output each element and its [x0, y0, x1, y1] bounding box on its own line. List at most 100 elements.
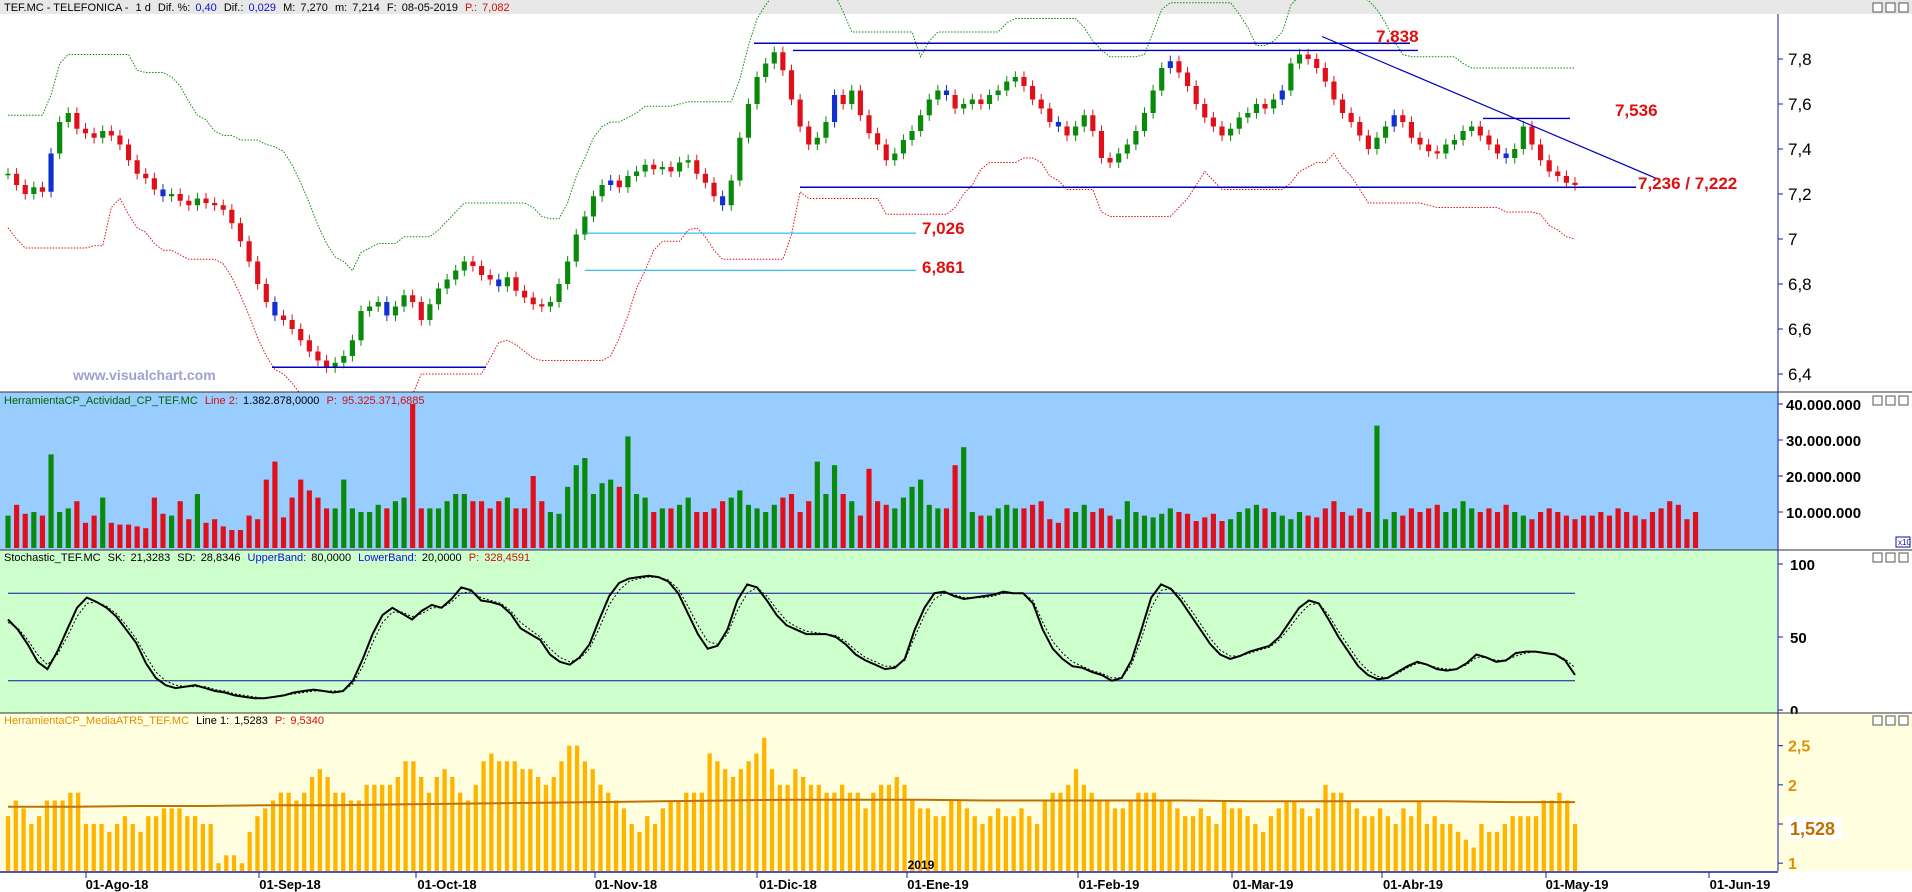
window-controls-volume[interactable]: [1872, 395, 1909, 406]
volume-bar: [616, 486, 622, 548]
candle-body: [1374, 137, 1380, 149]
close-icon[interactable]: [1898, 395, 1909, 406]
candle-body: [1382, 126, 1389, 138]
atr-bar: [1307, 816, 1313, 871]
close-icon[interactable]: [1898, 552, 1909, 563]
window-controls-price[interactable]: [1872, 2, 1909, 13]
candle-body: [694, 160, 700, 174]
candle-body: [169, 194, 175, 197]
volume-bar: [952, 465, 958, 548]
volume-bar: [702, 512, 708, 548]
atr-tick-label: 2,5: [1788, 739, 1810, 756]
annotation-label: 7,536: [1615, 101, 1658, 120]
candle-body: [82, 128, 89, 134]
maximize-icon[interactable]: [1885, 552, 1896, 563]
atr-bar: [1518, 816, 1523, 871]
atr-bar: [1323, 784, 1328, 871]
minimize-icon[interactable]: [1872, 395, 1883, 406]
maximize-icon[interactable]: [1885, 395, 1896, 406]
candle-body: [177, 194, 183, 201]
minimize-icon[interactable]: [1872, 552, 1883, 563]
atr-last-value: 1,528: [1790, 819, 1835, 839]
maximize-icon[interactable]: [1885, 2, 1896, 13]
price-plot: [5, 0, 1578, 422]
candle-body: [108, 131, 114, 136]
candle-body: [995, 90, 1001, 95]
atr-plot: [5, 737, 1578, 871]
volume-bar: [1055, 522, 1061, 548]
atr-bar: [1526, 816, 1531, 871]
candle-body: [788, 70, 795, 100]
atr-bar: [1089, 792, 1094, 871]
maximize-icon[interactable]: [1885, 715, 1896, 726]
atr-bar: [933, 816, 938, 871]
atr-bar: [434, 777, 439, 871]
stoch-tick-label: 50: [1790, 630, 1807, 647]
price-tick-label: 6,8: [1788, 275, 1812, 294]
candle-body: [952, 95, 958, 109]
candle-body: [186, 200, 192, 206]
candle-body: [1572, 182, 1578, 185]
volume-bar: [788, 494, 795, 548]
candle-body: [1219, 126, 1225, 136]
atr-bar: [130, 824, 135, 871]
atr-bar: [216, 863, 221, 871]
volume-bar: [547, 512, 554, 548]
candle-body: [659, 167, 665, 170]
x-axis: 01-Ago-18 01-Sep-18 01-Oct-18 01-Nov-18 01-D…: [0, 858, 1912, 892]
atr-bar: [380, 784, 385, 871]
atr-bar: [68, 792, 73, 871]
candle-body: [737, 137, 743, 181]
candle-body: [590, 196, 597, 217]
candle-body: [1555, 171, 1561, 176]
atr-bar: [1393, 824, 1398, 871]
minimize-icon[interactable]: [1872, 2, 1883, 13]
volume-bar: [306, 490, 312, 548]
atr-bar: [1315, 808, 1320, 871]
volume-bar: [246, 515, 252, 548]
candle-body: [1038, 99, 1044, 109]
atr-bar: [730, 777, 736, 871]
volume-bar: [900, 497, 907, 548]
minimize-icon[interactable]: [1872, 715, 1883, 726]
candle-body: [496, 279, 502, 287]
atr-bar: [192, 816, 198, 871]
volume-bar: [384, 508, 390, 548]
volume-bar: [797, 512, 803, 548]
x-tick-label: 01-Mar-19: [1233, 877, 1294, 892]
x-tick-label: 01-Sep-18: [259, 877, 320, 892]
close-icon[interactable]: [1898, 715, 1909, 726]
volume-bar: [1649, 512, 1656, 548]
window-controls-atr[interactable]: [1872, 715, 1909, 726]
volume-bar: [771, 504, 777, 548]
atr-bar: [255, 816, 260, 871]
candle-body: [194, 198, 201, 206]
close-icon[interactable]: [1898, 2, 1909, 13]
atr-bar: [107, 831, 112, 871]
atr-bar: [1385, 816, 1391, 871]
atr-bar: [1003, 816, 1009, 871]
volume-bar: [1296, 512, 1303, 548]
annotation-label: 6,861: [922, 258, 965, 277]
volume-bar: [530, 476, 536, 548]
candle-body: [237, 223, 244, 242]
candle-body: [875, 133, 881, 145]
candle-body: [435, 288, 442, 305]
atr-bar: [185, 816, 190, 871]
volume-bar: [969, 512, 975, 548]
atr-bar: [925, 808, 931, 871]
candle-body: [1314, 59, 1320, 68]
atr-bar: [1549, 800, 1554, 871]
volume-bar: [117, 524, 123, 548]
volume-bar: [823, 494, 829, 548]
candle-body: [410, 295, 416, 302]
volume-bar: [1443, 512, 1449, 548]
window-controls-stochastic[interactable]: [1872, 552, 1909, 563]
atr-bar: [1198, 808, 1203, 871]
volume-bar: [625, 436, 631, 548]
atr-bar: [1276, 808, 1281, 871]
volume-bar: [341, 479, 347, 548]
volume-bar: [1279, 515, 1285, 548]
atr-bar: [699, 792, 704, 871]
atr-bar: [972, 816, 977, 871]
